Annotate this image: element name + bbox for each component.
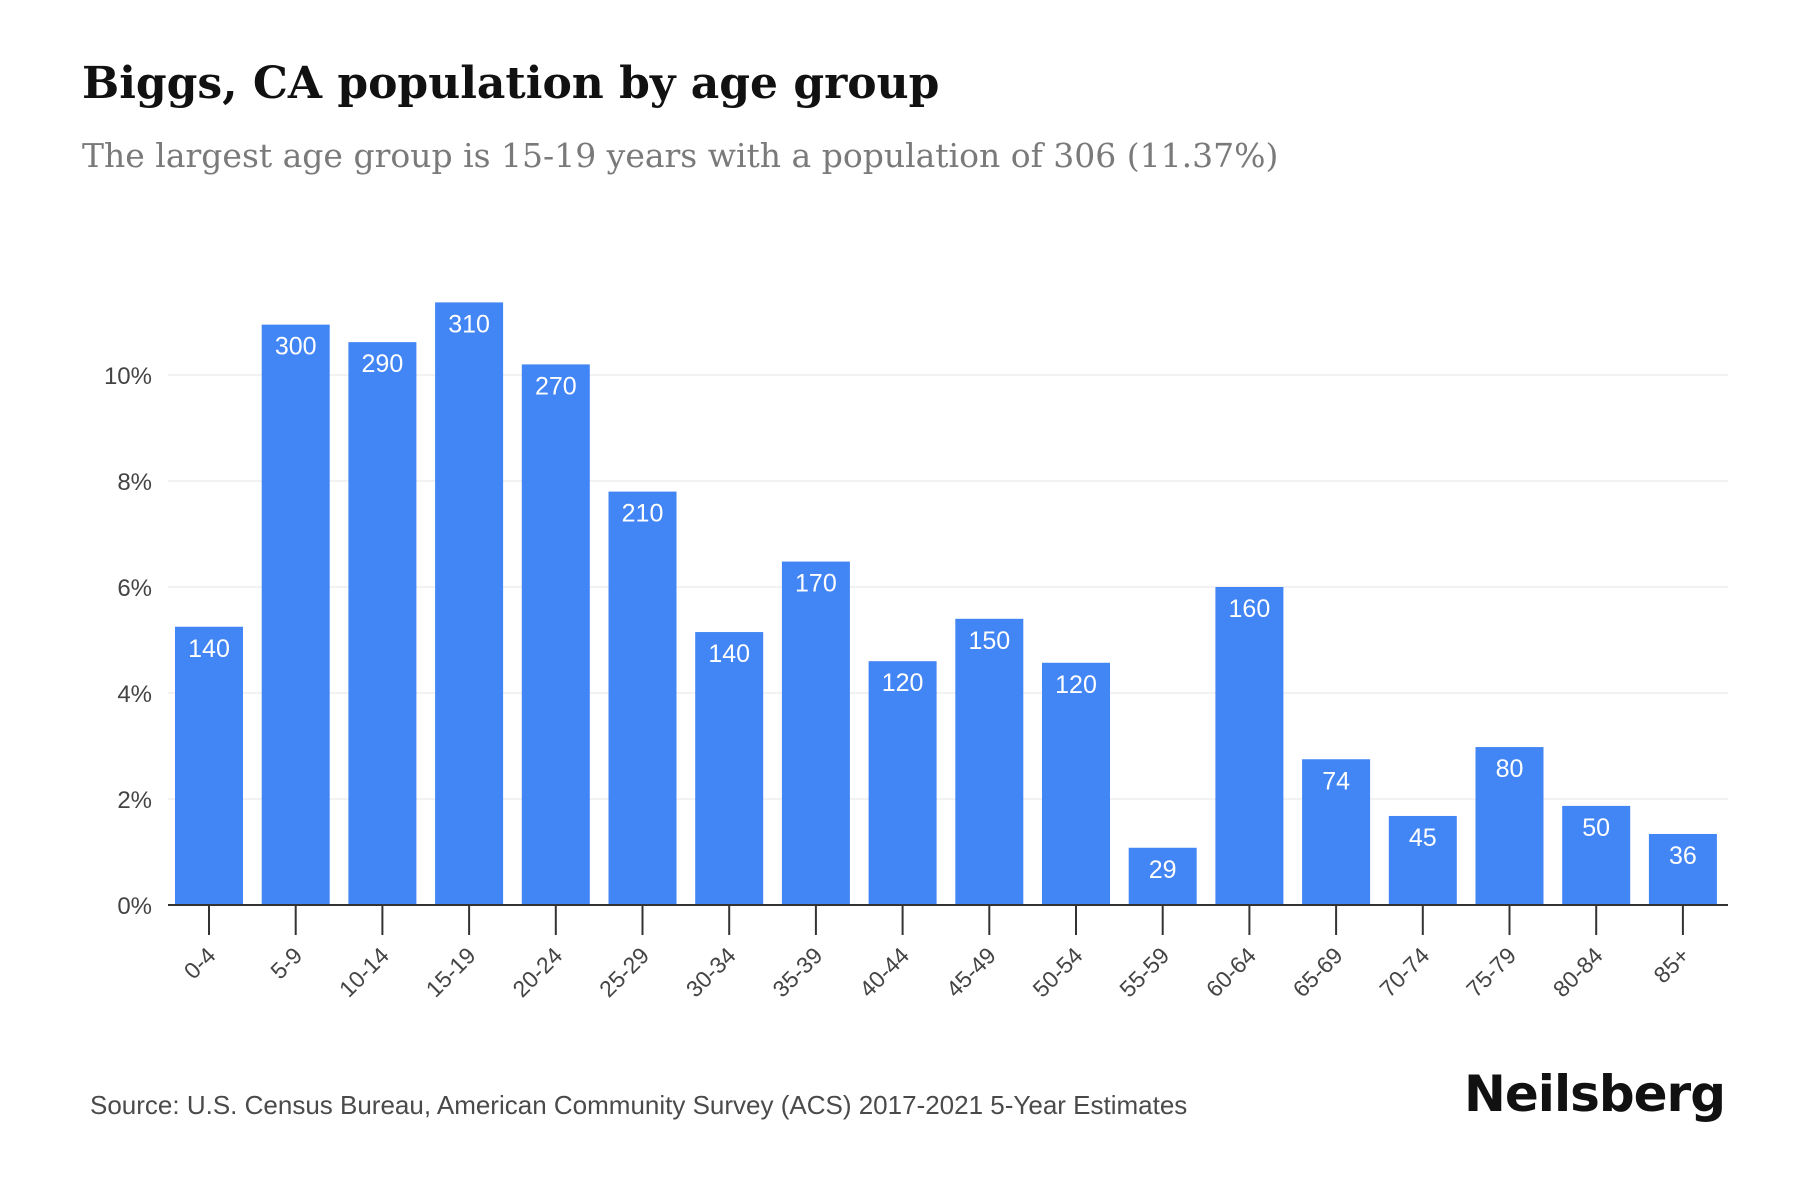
- bar: [261, 324, 330, 905]
- bar: [521, 364, 590, 905]
- bar-value-label: 290: [362, 350, 404, 378]
- bar: [608, 491, 677, 905]
- x-axis-ticks: 0-4 5-9 10-14 15-19 20-24 25-29 30-34 35-39 40-4…: [179, 905, 1694, 1002]
- x-tick-label: 35-39: [767, 942, 827, 1002]
- x-tick-label: 0-4: [179, 942, 221, 984]
- gridlines: [168, 374, 1728, 800]
- x-tick-label: 60-64: [1201, 942, 1261, 1002]
- bars: 140 300 290 310 270 210 140 170 120 150 120 29 160 74…: [175, 302, 1717, 905]
- chart-subtitle: The largest age group is 15-19 years wit…: [82, 136, 1279, 175]
- source-note: Source: U.S. Census Bureau, American Com…: [90, 1090, 1188, 1120]
- x-tick-label: 25-29: [594, 942, 654, 1002]
- bar-value-label: 150: [968, 627, 1010, 655]
- y-tick-label: 4%: [117, 681, 152, 708]
- bar-value-label: 140: [708, 640, 750, 668]
- x-tick-label: 50-54: [1028, 942, 1088, 1002]
- bar: [348, 342, 417, 905]
- x-tick-label: 55-59: [1114, 942, 1174, 1002]
- x-tick-label: 10-14: [334, 942, 394, 1002]
- bar: [868, 661, 937, 905]
- chart-title: Biggs, CA population by age group: [82, 58, 940, 109]
- bar: [1388, 815, 1457, 905]
- x-tick-label: 5-9: [265, 942, 307, 984]
- x-tick-label: 45-49: [941, 942, 1001, 1002]
- bar-value-label: 270: [535, 372, 577, 400]
- x-tick-label: 70-74: [1374, 942, 1434, 1002]
- x-tick-label: 30-34: [681, 942, 741, 1002]
- bar: [435, 302, 504, 905]
- bar: [1128, 847, 1197, 905]
- bar-value-label: 80: [1496, 755, 1524, 783]
- x-tick-label: 75-79: [1461, 942, 1521, 1002]
- y-tick-label: 10%: [104, 363, 152, 390]
- bar-value-label: 140: [188, 635, 230, 663]
- bar: [1302, 759, 1371, 905]
- bar: [1475, 747, 1544, 905]
- bar-value-label: 74: [1322, 767, 1350, 795]
- bar: [955, 618, 1024, 905]
- bar: [1042, 662, 1110, 905]
- bar-value-label: 36: [1669, 842, 1697, 870]
- y-tick-label: 6%: [117, 575, 152, 602]
- bar-value-label: 50: [1582, 814, 1610, 842]
- y-axis-ticks: 0% 2% 4% 6% 8% 10%: [104, 363, 152, 920]
- bar-value-label: 310: [448, 310, 490, 338]
- bar-value-label: 29: [1149, 856, 1177, 884]
- bar-value-label: 45: [1409, 824, 1437, 852]
- y-tick-label: 2%: [117, 787, 152, 814]
- x-tick-label: 20-24: [507, 942, 567, 1002]
- bar: [1562, 805, 1631, 905]
- x-tick-label: 15-19: [421, 942, 481, 1002]
- y-tick-label: 0%: [117, 893, 152, 920]
- bar-chart: 0% 2% 4% 6% 8% 10% 140 300 290 310 270 210 140 170 12…: [104, 302, 1728, 1002]
- x-tick-label: 40-44: [854, 942, 914, 1002]
- bar: [1648, 833, 1717, 905]
- bar-value-label: 210: [622, 500, 664, 528]
- bar: [695, 632, 764, 905]
- x-tick-label: 65-69: [1288, 942, 1348, 1002]
- x-tick-label: 80-84: [1548, 942, 1608, 1002]
- brand-logo: Neilsberg: [1464, 1065, 1726, 1123]
- x-tick-label: 85+: [1648, 942, 1694, 988]
- bar: [175, 626, 243, 905]
- bar-value-label: 170: [795, 570, 837, 598]
- bar-value-label: 160: [1229, 595, 1271, 623]
- bar-value-label: 120: [1055, 671, 1097, 699]
- y-tick-label: 8%: [117, 469, 152, 496]
- bar: [781, 561, 850, 905]
- bar-value-label: 120: [882, 669, 924, 697]
- bar-value-label: 300: [275, 333, 317, 361]
- bar: [1215, 587, 1284, 905]
